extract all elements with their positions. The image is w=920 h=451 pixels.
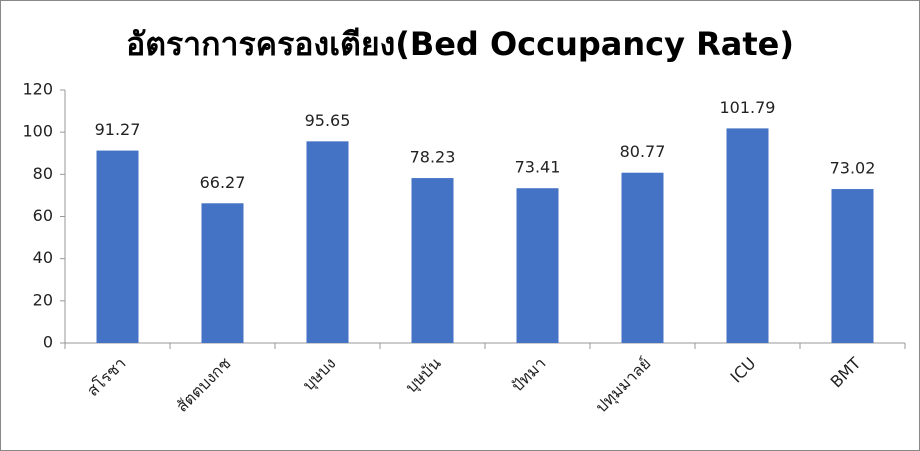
bar bbox=[516, 188, 559, 343]
bar bbox=[201, 203, 244, 343]
y-tick-label: 40 bbox=[33, 248, 53, 267]
y-tick-label: 20 bbox=[33, 290, 53, 309]
y-tick-label: 80 bbox=[33, 164, 53, 183]
value-label: 101.79 bbox=[720, 98, 776, 117]
value-label: 78.23 bbox=[410, 148, 456, 167]
bar bbox=[831, 189, 874, 343]
value-label: 73.41 bbox=[515, 158, 561, 177]
value-label: 80.77 bbox=[620, 142, 666, 161]
y-tick-label: 100 bbox=[22, 122, 53, 141]
y-tick-label: 120 bbox=[22, 80, 53, 99]
bar bbox=[306, 141, 349, 343]
y-tick-label: 60 bbox=[33, 206, 53, 225]
y-tick-label: 0 bbox=[43, 333, 53, 352]
value-label: 95.65 bbox=[305, 111, 351, 130]
value-label: 73.02 bbox=[830, 159, 876, 178]
bar bbox=[96, 150, 139, 343]
bar bbox=[726, 128, 769, 343]
chart-title: อัตราการครองเตียง(Bed Occupancy Rate) bbox=[126, 25, 794, 63]
value-label: 91.27 bbox=[95, 120, 141, 139]
value-label: 66.27 bbox=[200, 173, 246, 192]
bar bbox=[411, 178, 454, 343]
bar bbox=[621, 172, 664, 343]
